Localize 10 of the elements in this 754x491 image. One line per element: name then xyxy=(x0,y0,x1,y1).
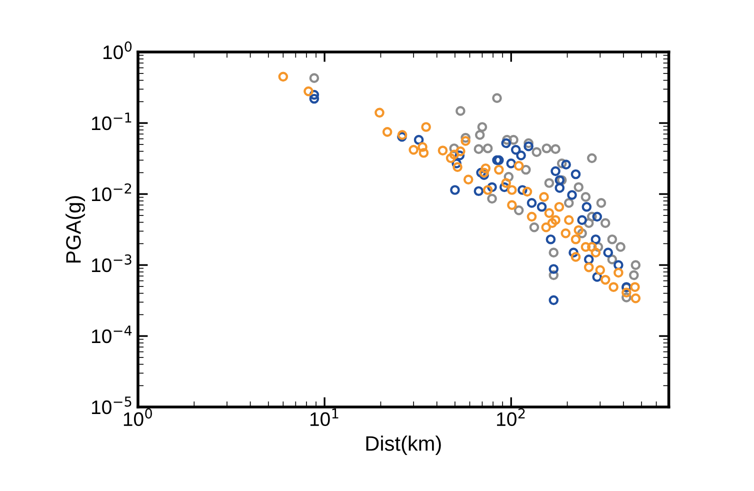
y-axis-title: PGA(g) xyxy=(66,196,85,263)
x-tick-label: 10$^{1}$ xyxy=(310,408,338,426)
y-tick-label: 10$^{−1}$ xyxy=(92,112,132,130)
y-tick-label: 10$^{−3}$ xyxy=(92,254,132,272)
y-tick-label: 10$^{−2}$ xyxy=(92,183,132,202)
y-tick-label: 10$^{0}$ xyxy=(103,41,132,60)
x-tick-label: 10$^{2}$ xyxy=(497,408,525,426)
x-axis-title: Dist(km) xyxy=(366,436,441,455)
y-tick-label: 10$^{−4}$ xyxy=(92,326,132,344)
x-tick-label: 10$^{0}$ xyxy=(124,408,152,426)
